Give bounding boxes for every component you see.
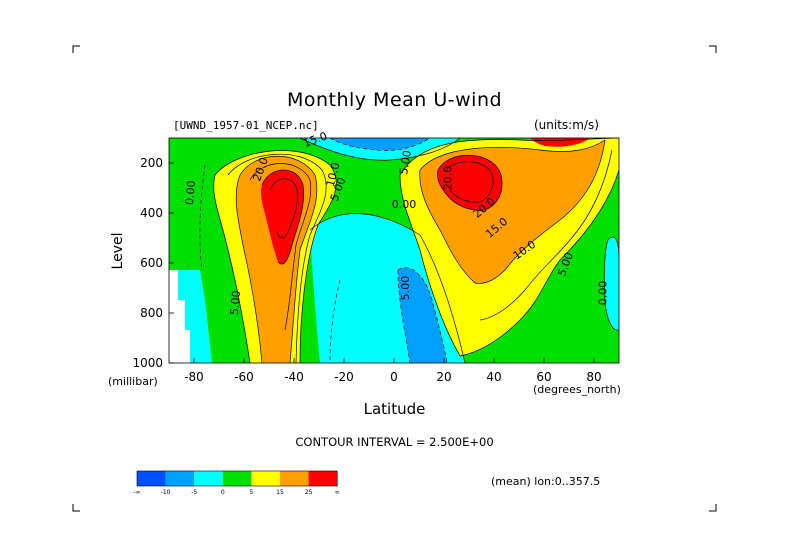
easterly-region-south bbox=[178, 270, 212, 363]
x-tick-label: -40 bbox=[284, 370, 304, 384]
x-tick-label: -60 bbox=[234, 370, 254, 384]
missing-data-region bbox=[169, 270, 190, 363]
mean-longitude-text: (mean) lon:0..357.5 bbox=[491, 475, 601, 488]
contour-line bbox=[437, 154, 503, 211]
crop-mark-top-right bbox=[709, 45, 717, 53]
contour-line bbox=[419, 169, 476, 284]
contour-line bbox=[249, 163, 312, 331]
chart-title: Monthly Mean U-wind bbox=[286, 89, 503, 111]
y-tick-label: 600 bbox=[140, 256, 163, 270]
southern-jet-core bbox=[260, 170, 304, 265]
contour-line bbox=[213, 174, 251, 363]
contour-line bbox=[444, 161, 494, 203]
dataset-name: [UWND_1957-01_NCEP.nc] bbox=[173, 119, 319, 132]
negative-contour-line bbox=[397, 267, 448, 363]
contour-line bbox=[214, 150, 337, 363]
contour-label: 0.00 bbox=[392, 198, 417, 211]
contour-line bbox=[459, 169, 619, 357]
contour-label: 5.00 bbox=[397, 149, 414, 175]
contour-line bbox=[419, 139, 606, 171]
negative-contour-line bbox=[329, 279, 341, 363]
contour-label: 5.00 bbox=[228, 290, 243, 316]
x-axis-unit: (degrees_north) bbox=[533, 383, 621, 396]
x-tick-label: 40 bbox=[486, 370, 502, 384]
crop-mark-top-left bbox=[72, 45, 80, 53]
contour-line bbox=[261, 169, 304, 265]
contour-label: 10.0 bbox=[324, 161, 343, 188]
contour-line bbox=[309, 213, 466, 363]
easterly-core-tropics bbox=[398, 267, 447, 363]
y-tick-label: 400 bbox=[140, 206, 163, 220]
contour-label: 0.00 bbox=[597, 281, 610, 306]
x-tick-label: 60 bbox=[536, 370, 552, 384]
y-tick-label: 1000 bbox=[132, 356, 163, 370]
contour-line bbox=[474, 139, 606, 284]
stratospheric-easterlies-core bbox=[330, 138, 430, 151]
y-axis-unit: (millibar) bbox=[108, 375, 158, 388]
crop-mark-bottom-left bbox=[72, 504, 80, 512]
contour-line bbox=[299, 138, 461, 161]
x-tick-label: -20 bbox=[334, 370, 354, 384]
x-tick-label: 20 bbox=[436, 370, 452, 384]
y-axis-label: Level bbox=[110, 232, 126, 270]
contour-interval-text: CONTOUR INTERVAL = 2.500E+00 bbox=[295, 435, 494, 449]
contour-line bbox=[399, 174, 461, 357]
x-tick-label: 0 bbox=[390, 370, 398, 384]
x-tick-label: 80 bbox=[586, 370, 602, 384]
x-axis-label: Latitude bbox=[363, 400, 426, 418]
y-tick-label: 800 bbox=[140, 306, 163, 320]
negative-contour-line bbox=[397, 269, 411, 363]
contour-fill-layer bbox=[169, 138, 619, 363]
axis-ticks bbox=[169, 162, 595, 364]
y-tick-label: 200 bbox=[140, 156, 163, 170]
contour-line bbox=[239, 156, 318, 363]
contour-line bbox=[227, 153, 327, 363]
crop-mark-bottom-right bbox=[709, 504, 717, 512]
contour-line bbox=[399, 138, 619, 176]
negative-contour-lines bbox=[199, 138, 448, 363]
northern-jet-core bbox=[437, 155, 503, 211]
contour-lines bbox=[213, 138, 619, 363]
contour-label: 0.00 bbox=[183, 180, 198, 206]
units-label: (units:m/s) bbox=[534, 118, 599, 132]
easterly-region-north-edge bbox=[604, 236, 619, 331]
contour-line bbox=[269, 178, 298, 239]
x-tick-label: -80 bbox=[184, 370, 204, 384]
contour-line bbox=[235, 174, 263, 363]
contour-label: 20.0 bbox=[442, 166, 455, 191]
contour-label: 5.00 bbox=[399, 276, 412, 301]
contour-line bbox=[479, 149, 613, 321]
